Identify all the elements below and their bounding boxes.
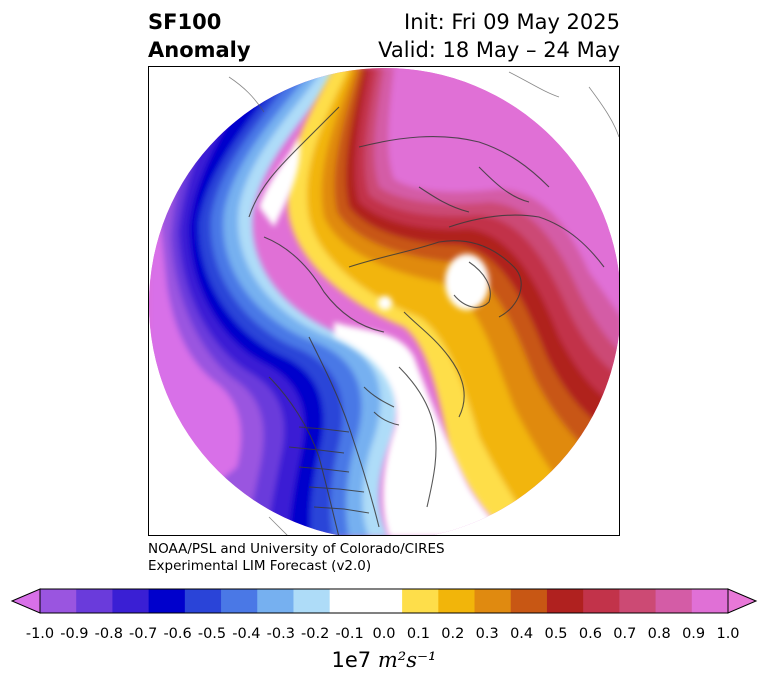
colorbar-segment: [112, 589, 150, 613]
colorbar-tick-label: -0.5: [197, 626, 227, 642]
valid-range: Valid: 18 May – 24 May: [378, 38, 620, 62]
colorbar-tick-label: 0.1: [406, 626, 430, 642]
colorbar-tick-label: -0.7: [129, 626, 158, 642]
colorbar-segment: [257, 589, 294, 613]
credit-line-1: NOAA/PSL and University of Colorado/CIRE…: [148, 541, 445, 557]
colorbar-tick-label: -0.9: [60, 626, 89, 642]
colorbar-tick-label: -0.2: [301, 626, 330, 642]
colorbar-segment: [510, 589, 548, 613]
colorbar-tick-label: 0.5: [544, 626, 568, 642]
colorbar-tick-label: -0.6: [163, 626, 192, 642]
colorbar-tick-label: 0.2: [441, 626, 465, 642]
colorbar-segment: [365, 589, 403, 613]
init-date: Init: Fri 09 May 2025: [404, 10, 620, 34]
colorbar-segment: [474, 589, 512, 613]
colorbar-tick-label: 0.0: [372, 626, 396, 642]
colorbar: [10, 588, 758, 614]
title-right: Init: Fri 09 May 2025 Valid: 18 May – 24…: [378, 8, 620, 64]
colorbar-tick-label: 0.4: [510, 626, 534, 642]
colorbar-tick-label: -0.1: [335, 626, 364, 642]
unit-base: 1e7: [331, 648, 372, 672]
polar-map: [149, 68, 619, 535]
colorbar-segment: [329, 589, 367, 613]
colorbar-segment: [40, 589, 77, 613]
colorbar-under-arrow: [10, 588, 41, 614]
colorbar-segment: [691, 589, 729, 613]
colorbar-tick-label: 0.3: [475, 626, 499, 642]
colorbar-segment: [293, 589, 331, 613]
colorbar-segment: [148, 589, 186, 613]
map-panel: [148, 66, 620, 536]
variable-type: Anomaly: [148, 38, 251, 62]
anomaly-field: [149, 68, 619, 535]
colorbar-tick-label: 0.8: [647, 626, 671, 642]
colorbar-tick-label: -0.8: [94, 626, 123, 642]
colorbar-tick-label: 0.9: [682, 626, 706, 642]
colorbar-segment: [76, 589, 113, 613]
credit-line-2: Experimental LIM Forecast (v2.0): [148, 558, 372, 574]
outer-coastlines: [228, 71, 619, 535]
variable-name: SF100: [148, 10, 222, 34]
colorbar-segment: [184, 589, 222, 613]
colorbar-outline: [39, 588, 729, 614]
colorbar-segment: [438, 589, 476, 613]
colorbar-tick-label: -0.4: [232, 626, 261, 642]
unit-expression: m²s⁻¹: [377, 648, 437, 672]
colorbar-tick-label: -1.0: [25, 626, 55, 642]
colorbar-unit-label: 1e7 m²s⁻¹: [332, 648, 437, 672]
colorbar-tick-label: 1.0: [716, 626, 740, 642]
colorbar-segment: [546, 589, 584, 613]
coastlines: [248, 76, 610, 535]
colorbar-segment: [402, 589, 439, 613]
colorbar-segment: [619, 589, 657, 613]
colorbar-segment: [655, 589, 693, 613]
colorbar-tick-label: 0.7: [613, 626, 637, 642]
colorbar-segments: [40, 589, 729, 613]
colorbar-over-arrow: [727, 588, 758, 614]
title-left: SF100 Anomaly: [148, 8, 251, 64]
colorbar-segment: [221, 589, 258, 613]
colorbar-segment: [583, 589, 620, 613]
credit-text: NOAA/PSL and University of Colorado/CIRE…: [148, 541, 445, 575]
colorbar-tick-label: 0.6: [578, 626, 602, 642]
colorbar-tick-label: -0.3: [266, 626, 295, 642]
